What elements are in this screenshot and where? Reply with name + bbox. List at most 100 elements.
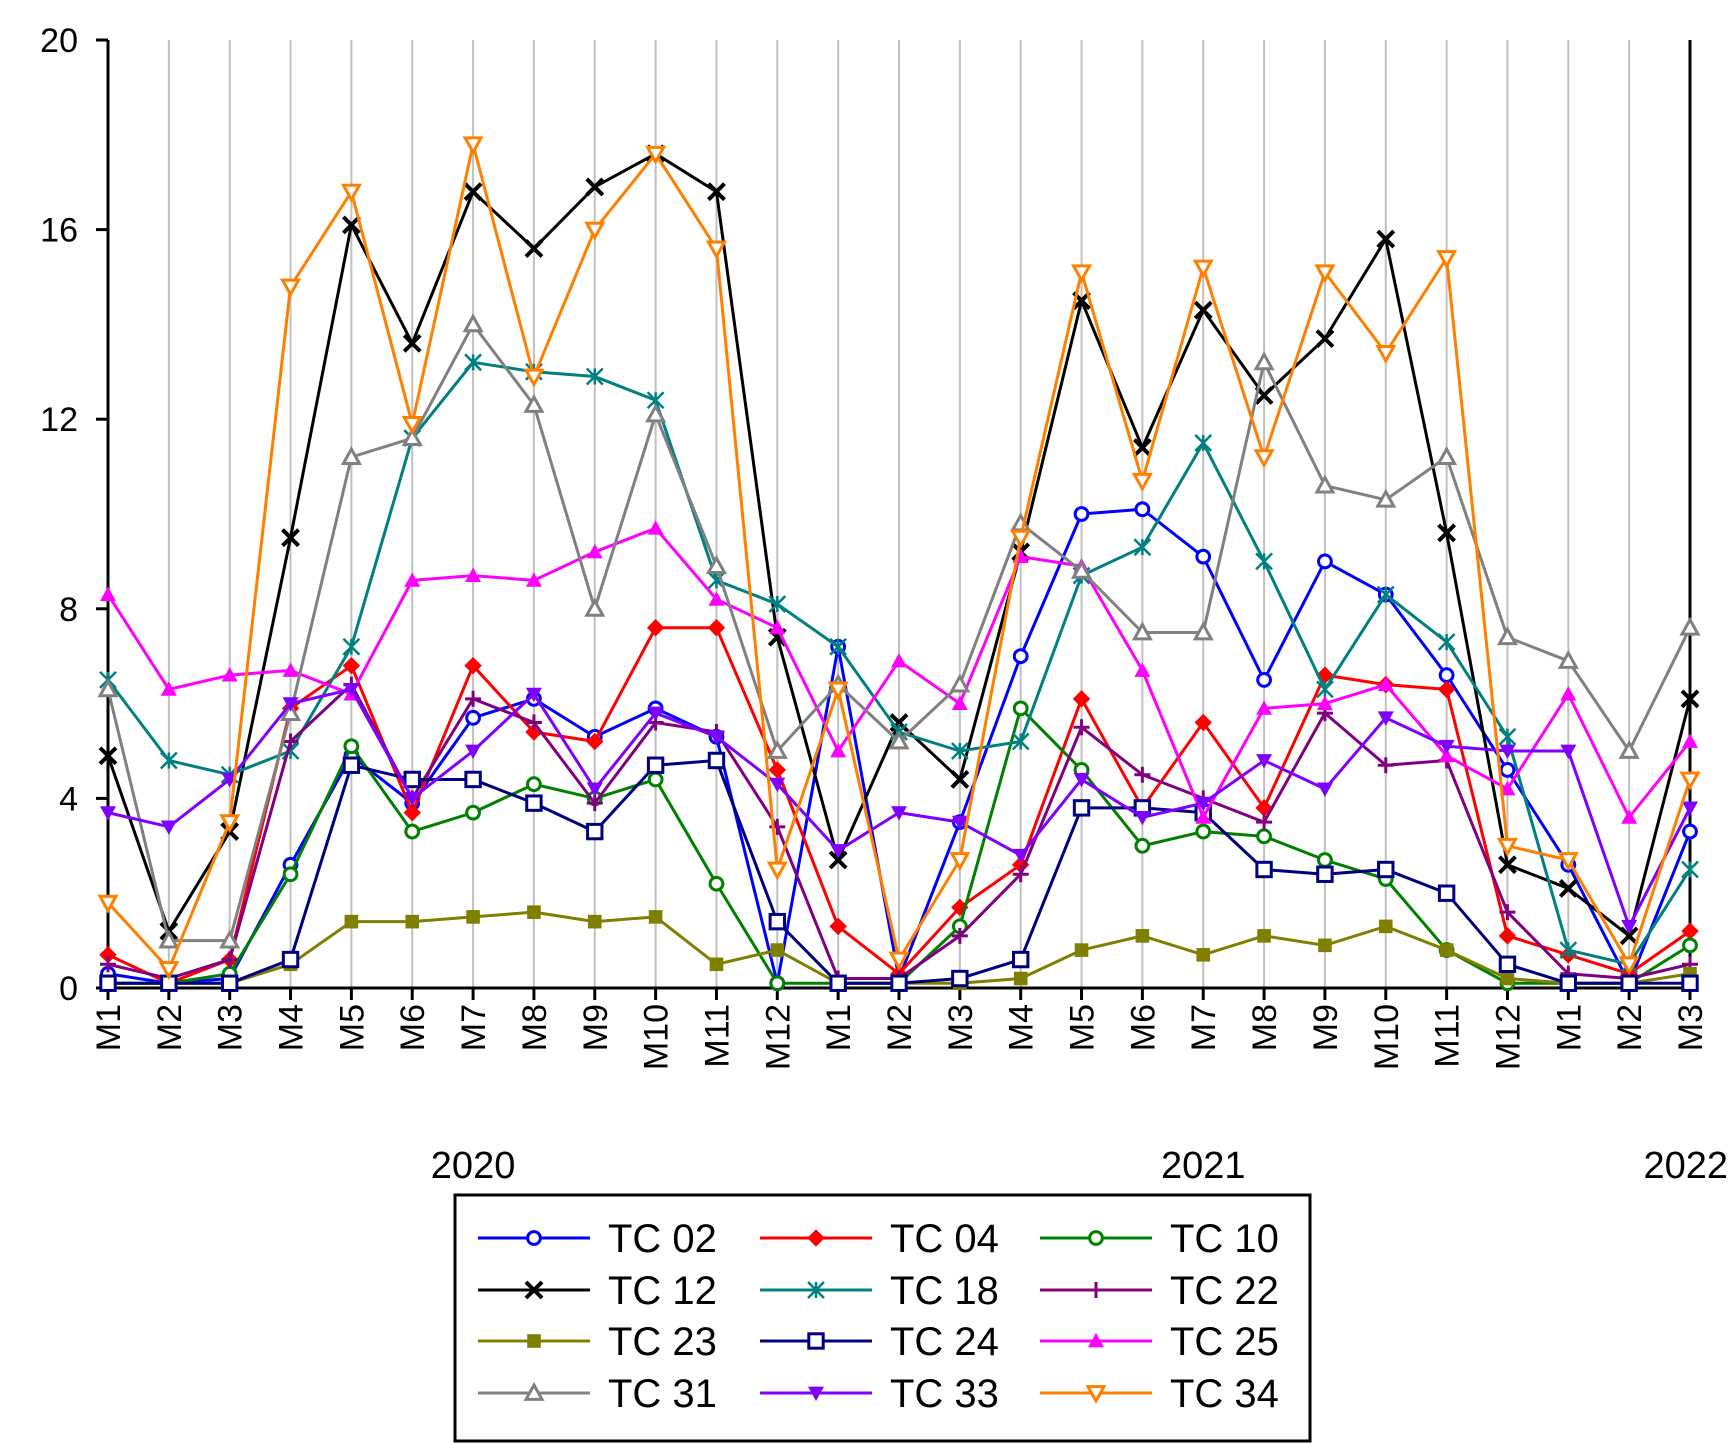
data-point xyxy=(1255,552,1273,571)
data-point xyxy=(1682,937,1698,954)
data-point xyxy=(100,806,116,821)
data-point xyxy=(1316,695,1333,710)
x-tick-label: M7 xyxy=(1185,1004,1223,1051)
data-point xyxy=(466,910,480,924)
data-point xyxy=(646,756,665,774)
data-point xyxy=(890,974,908,992)
data-point xyxy=(888,730,910,750)
data-point xyxy=(523,393,545,413)
data-point xyxy=(158,929,180,949)
data-point xyxy=(587,914,602,929)
data-point xyxy=(342,637,361,656)
x-tick-label: M3 xyxy=(212,1004,250,1051)
data-point xyxy=(1376,229,1396,249)
data-point xyxy=(282,697,299,712)
data-point xyxy=(463,182,483,202)
data-point xyxy=(769,619,786,635)
data-point xyxy=(1314,264,1336,284)
legend-item-tc10: TC 10 xyxy=(1040,1217,1279,1261)
legend-box xyxy=(453,1193,1312,1443)
legend-label: TC 02 xyxy=(608,1217,717,1261)
series-tc33 xyxy=(100,682,1698,935)
data-point xyxy=(951,815,968,831)
data-point xyxy=(524,1280,544,1300)
data-point xyxy=(1438,747,1455,763)
data-point xyxy=(1377,757,1394,774)
data-point xyxy=(219,814,241,834)
year-label: 2021 xyxy=(1161,1145,1246,1187)
data-point xyxy=(1317,553,1333,570)
data-point xyxy=(647,706,664,722)
data-point xyxy=(282,866,299,883)
data-point xyxy=(1679,771,1701,791)
data-point xyxy=(1072,799,1091,817)
data-point xyxy=(1072,690,1091,708)
data-point xyxy=(949,673,971,693)
y-tick-label: 4 xyxy=(59,780,78,818)
data-point xyxy=(830,743,847,758)
y-tick-label: 0 xyxy=(59,970,78,1008)
data-point xyxy=(1619,926,1639,946)
data-point xyxy=(1085,1385,1107,1405)
data-point xyxy=(525,572,542,587)
data-point xyxy=(1436,446,1458,466)
data-point xyxy=(1253,449,1275,469)
data-point xyxy=(1682,801,1698,816)
data-point xyxy=(1070,559,1093,579)
data-point xyxy=(1316,680,1334,699)
data-point xyxy=(403,770,421,789)
legend-label: TC 33 xyxy=(890,1372,999,1416)
data-point xyxy=(1560,744,1577,759)
data-point xyxy=(160,820,177,835)
data-point xyxy=(526,776,542,793)
data-point xyxy=(1618,956,1640,976)
data-point xyxy=(1498,955,1517,973)
data-point xyxy=(647,771,664,788)
data-point xyxy=(1314,474,1336,494)
x-tick-label: M3 xyxy=(1672,1004,1710,1051)
data-point xyxy=(1438,667,1455,684)
x-tick-label: M4 xyxy=(1003,1004,1041,1051)
data-point xyxy=(282,733,299,750)
data-point xyxy=(708,591,725,606)
data-point xyxy=(1073,719,1090,736)
data-point xyxy=(1496,626,1519,646)
data-point xyxy=(1088,1230,1104,1246)
data-point xyxy=(1013,971,1028,986)
data-point xyxy=(1500,971,1515,986)
series-tc31 xyxy=(97,313,1701,949)
legend-item-tc02: TC 02 xyxy=(478,1217,717,1261)
data-point xyxy=(807,1332,825,1350)
data-point xyxy=(645,403,667,423)
data-point xyxy=(769,777,786,793)
data-point xyxy=(1195,809,1212,824)
data-point xyxy=(1256,754,1273,769)
data-point xyxy=(646,619,665,637)
data-point xyxy=(1012,700,1029,717)
x-tick-label: M2 xyxy=(1611,1004,1649,1051)
data-point xyxy=(951,969,969,988)
data-point xyxy=(465,709,481,726)
legend-label: TC 22 xyxy=(1170,1269,1279,1313)
data-point xyxy=(1621,809,1638,824)
data-point xyxy=(97,894,119,914)
series-tc34 xyxy=(97,136,1701,981)
data-point xyxy=(1088,1333,1104,1348)
data-point xyxy=(98,746,118,766)
data-point xyxy=(586,795,603,812)
data-point xyxy=(1376,585,1395,604)
data-point xyxy=(768,595,787,613)
data-point xyxy=(1135,929,1150,943)
data-point xyxy=(1621,919,1638,935)
x-tick-label: M8 xyxy=(1246,1004,1284,1051)
data-point xyxy=(100,586,116,601)
data-point xyxy=(707,619,726,637)
data-point xyxy=(465,804,481,821)
data-point xyxy=(527,905,541,919)
data-point xyxy=(891,652,907,668)
x-tick-label: M4 xyxy=(273,1004,311,1051)
data-point xyxy=(1377,711,1394,726)
legend-item-tc31: TC 31 xyxy=(478,1372,717,1416)
data-point xyxy=(768,761,787,779)
y-tick-label: 20 xyxy=(40,22,78,60)
